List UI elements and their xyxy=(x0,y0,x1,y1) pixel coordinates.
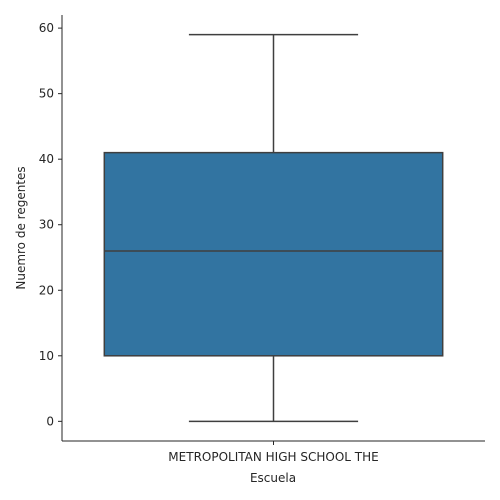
y-tick-label: 40 xyxy=(39,152,54,166)
y-tick-label: 30 xyxy=(39,218,54,232)
x-axis-label: Escuela xyxy=(250,471,296,485)
y-axis-label: Nuemro de regentes xyxy=(14,166,28,289)
y-tick-label: 60 xyxy=(39,21,54,35)
plot-marks xyxy=(103,33,444,423)
y-tick-label: 50 xyxy=(39,87,54,101)
x-axis: METROPOLITAN HIGH SCHOOL THE xyxy=(62,440,485,464)
interquartile-box xyxy=(103,151,444,357)
y-axis: 0 10 20 30 40 50 60 xyxy=(39,15,63,441)
y-tick-label: 10 xyxy=(39,349,54,363)
y-tick-label: 0 xyxy=(46,414,54,428)
box-0 xyxy=(103,33,444,423)
x-tick-label: METROPOLITAN HIGH SCHOOL THE xyxy=(168,450,378,464)
y-tick-label: 20 xyxy=(39,283,54,297)
